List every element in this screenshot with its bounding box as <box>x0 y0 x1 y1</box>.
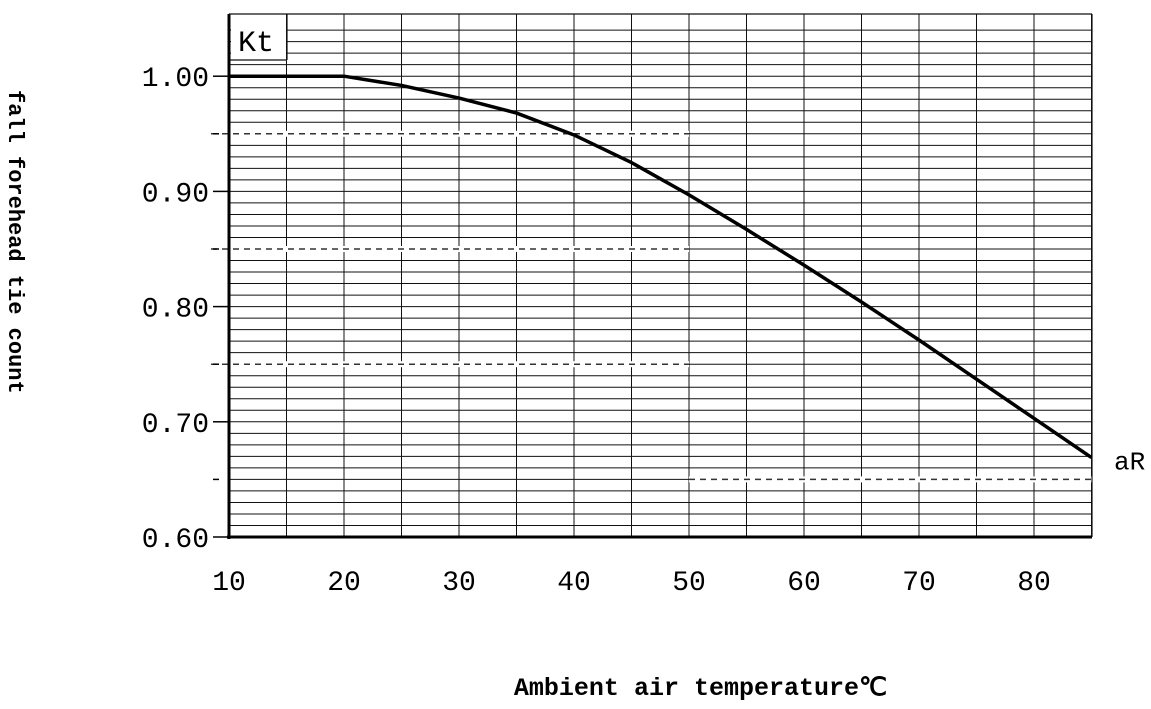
reference-lines <box>211 130 1092 483</box>
x-tick-label: 10 <box>212 568 246 599</box>
series-line <box>229 74 1093 459</box>
y-axis-title: fall forehead tie count <box>2 90 27 394</box>
y-tick-label: 0.90 <box>142 179 209 210</box>
x-tick-label: 80 <box>1017 568 1051 599</box>
labels: 0.60 0.70 0.80 0.90 1.00 10 20 30 40 50 60 70 80 Kt aR <box>142 27 1145 599</box>
y-tick-label: 0.70 <box>142 410 209 441</box>
axes <box>213 14 1093 539</box>
x-tick-label: 30 <box>442 568 476 599</box>
reference-line-bg <box>211 361 689 368</box>
y-axis-title-wrap: fall forehead tie count <box>2 90 38 394</box>
series <box>229 74 1093 459</box>
x-tick-label: 50 <box>672 568 706 599</box>
reference-line-bg <box>211 246 689 252</box>
x-tick-label: 70 <box>902 568 936 599</box>
x-axis-title: Ambient air temperature℃ <box>513 674 888 703</box>
reference-line-bg <box>211 130 689 137</box>
x-tick-label: 60 <box>787 568 821 599</box>
corner-label: Kt <box>238 27 274 61</box>
corner-box-bg <box>231 16 286 60</box>
y-tick-label: 0.60 <box>142 525 209 556</box>
grid <box>229 13 1092 537</box>
x-tick-label: 20 <box>327 568 361 599</box>
x-tick-label: 40 <box>557 568 591 599</box>
end-label: aR <box>1114 448 1145 478</box>
y-tick-label: 0.80 <box>142 295 209 326</box>
y-tick-label: 1.00 <box>142 64 209 95</box>
